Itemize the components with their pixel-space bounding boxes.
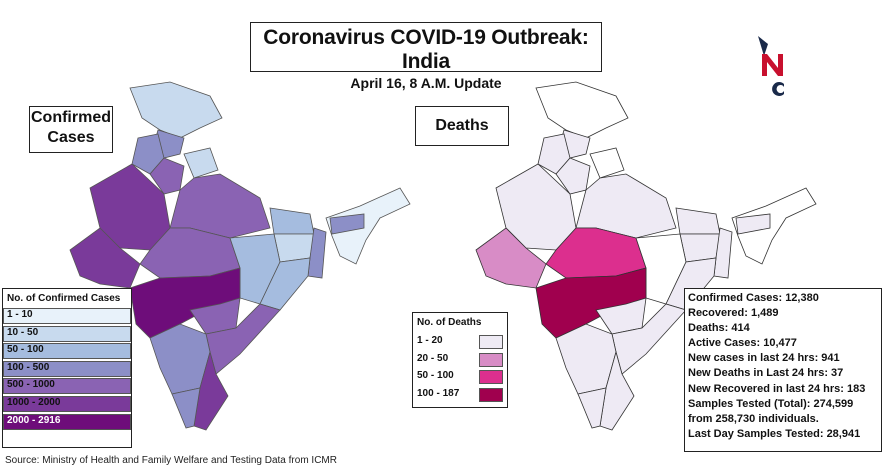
confirmed-legend-row: 1 - 10 [3,306,131,324]
stat-recovered: Recovered: 1,489 [688,307,779,320]
deaths-legend-row: 1 - 20 [413,332,507,350]
deaths-region-telangana [595,297,647,335]
legend-label: 1000 - 2000 [7,396,61,408]
legend-swatch [3,378,131,395]
deaths-legend-title: No. of Deaths [417,317,482,328]
legend-label: 500 - 1000 [7,379,55,391]
confirmed-legend-row: 100 - 500 [3,359,131,377]
confirmed-cases-label-text: Confirmed Cases [31,109,111,146]
legend-label: 1 - 10 [7,309,33,320]
deaths-region-assam [735,213,771,235]
deaths-region-west-bengal [713,227,733,279]
legend-swatch [3,343,131,360]
legend-swatch [479,387,503,402]
nc-logo [758,36,784,96]
deaths-region-northeast [731,187,817,265]
stat-confirmed-cases: Confirmed Cases: 12,380 [688,292,819,304]
stat-deaths: Deaths: 414 [688,322,750,335]
deaths-region-jammu-kashmir [535,81,629,139]
stat-individuals: from 258,730 individuals. [688,412,819,425]
deaths-region-haryana [555,157,591,195]
deaths-region-uttarakhand [589,147,625,179]
legend-label: 10 - 50 [7,326,39,338]
confirmed-cases-label: Confirmed Cases [29,106,113,153]
legend-swatch [3,360,131,377]
legend-swatch [479,335,503,349]
deaths-region-jharkhand [679,233,721,263]
region-jharkhand [273,233,315,263]
legend-label: 20 - 50 [417,352,449,364]
region-haryana [149,157,185,195]
deaths-label: Deaths [415,106,509,146]
page-subtitle: April 16, 8 A.M. Update [350,75,502,91]
region-assam [329,213,365,235]
region-kerala [171,387,201,429]
stat-active-cases: Active Cases: 10,477 [688,337,797,350]
region-uttarakhand [183,147,219,179]
legend-swatch [3,308,131,324]
confirmed-legend-row: 10 - 50 [3,324,131,342]
deaths-legend-row: 50 - 100 [413,367,507,385]
deaths-region-gujarat [475,227,547,289]
stat-new-deaths: New Deaths in Last 24 hrs: 37 [688,367,844,380]
legend-swatch [3,395,131,412]
region-west-bengal [307,227,327,279]
legend-label: 100 - 500 [7,361,50,373]
legend-label: 2000 - 2916 [7,414,61,426]
legend-label: 50 - 100 [7,344,44,356]
confirmed-cases-legend: No. of Confirmed Cases 1 - 10 10 - 50 50… [2,288,132,448]
stat-new-recovered: New Recovered in last 24 hrs: 183 [688,382,866,395]
legend-swatch [3,413,131,430]
region-jammu-kashmir [129,81,223,139]
confirmed-legend-row: 50 - 100 [3,341,131,360]
confirmed-legend-row: 2000 - 2916 [3,412,131,430]
deaths-label-text: Deaths [435,117,489,134]
legend-swatch [479,370,503,384]
deaths-map [475,81,817,431]
stat-samples-tested: Samples Tested (Total): 274,599 [688,397,854,410]
deaths-legend: No. of Deaths 1 - 20 20 - 50 50 - 100 10… [412,312,508,408]
confirmed-cases-map [69,81,411,431]
page-title: Coronavirus COVID-19 Outbreak: India [263,26,589,73]
source-note: Source: Ministry of Health and Family We… [5,455,337,466]
legend-label: 100 - 187 [417,387,460,399]
region-telangana [189,297,241,335]
region-gujarat [69,227,141,289]
deaths-region-bihar [675,207,721,235]
legend-label: 50 - 100 [417,370,454,381]
title-box: Coronavirus COVID-19 Outbreak: India Apr… [250,22,602,91]
stat-last-day-samples: Last Day Samples Tested: 28,941 [688,427,861,440]
confirmed-legend-row: 500 - 1000 [3,376,131,395]
deaths-region-kerala [577,387,607,429]
legend-swatch [3,325,131,342]
stat-new-cases: New cases in last 24 hrs: 941 [688,352,840,365]
region-northeast [325,187,411,265]
legend-swatch [479,352,503,367]
deaths-legend-row: 20 - 50 [413,350,507,368]
legend-label: 1 - 20 [417,335,443,346]
deaths-legend-row: 100 - 187 [413,385,507,403]
stats-box: Confirmed Cases: 12,380 Recovered: 1,489… [684,288,882,452]
region-bihar [269,207,315,235]
confirmed-legend-title: No. of Confirmed Cases [7,293,121,304]
confirmed-legend-row: 1000 - 2000 [3,394,131,412]
